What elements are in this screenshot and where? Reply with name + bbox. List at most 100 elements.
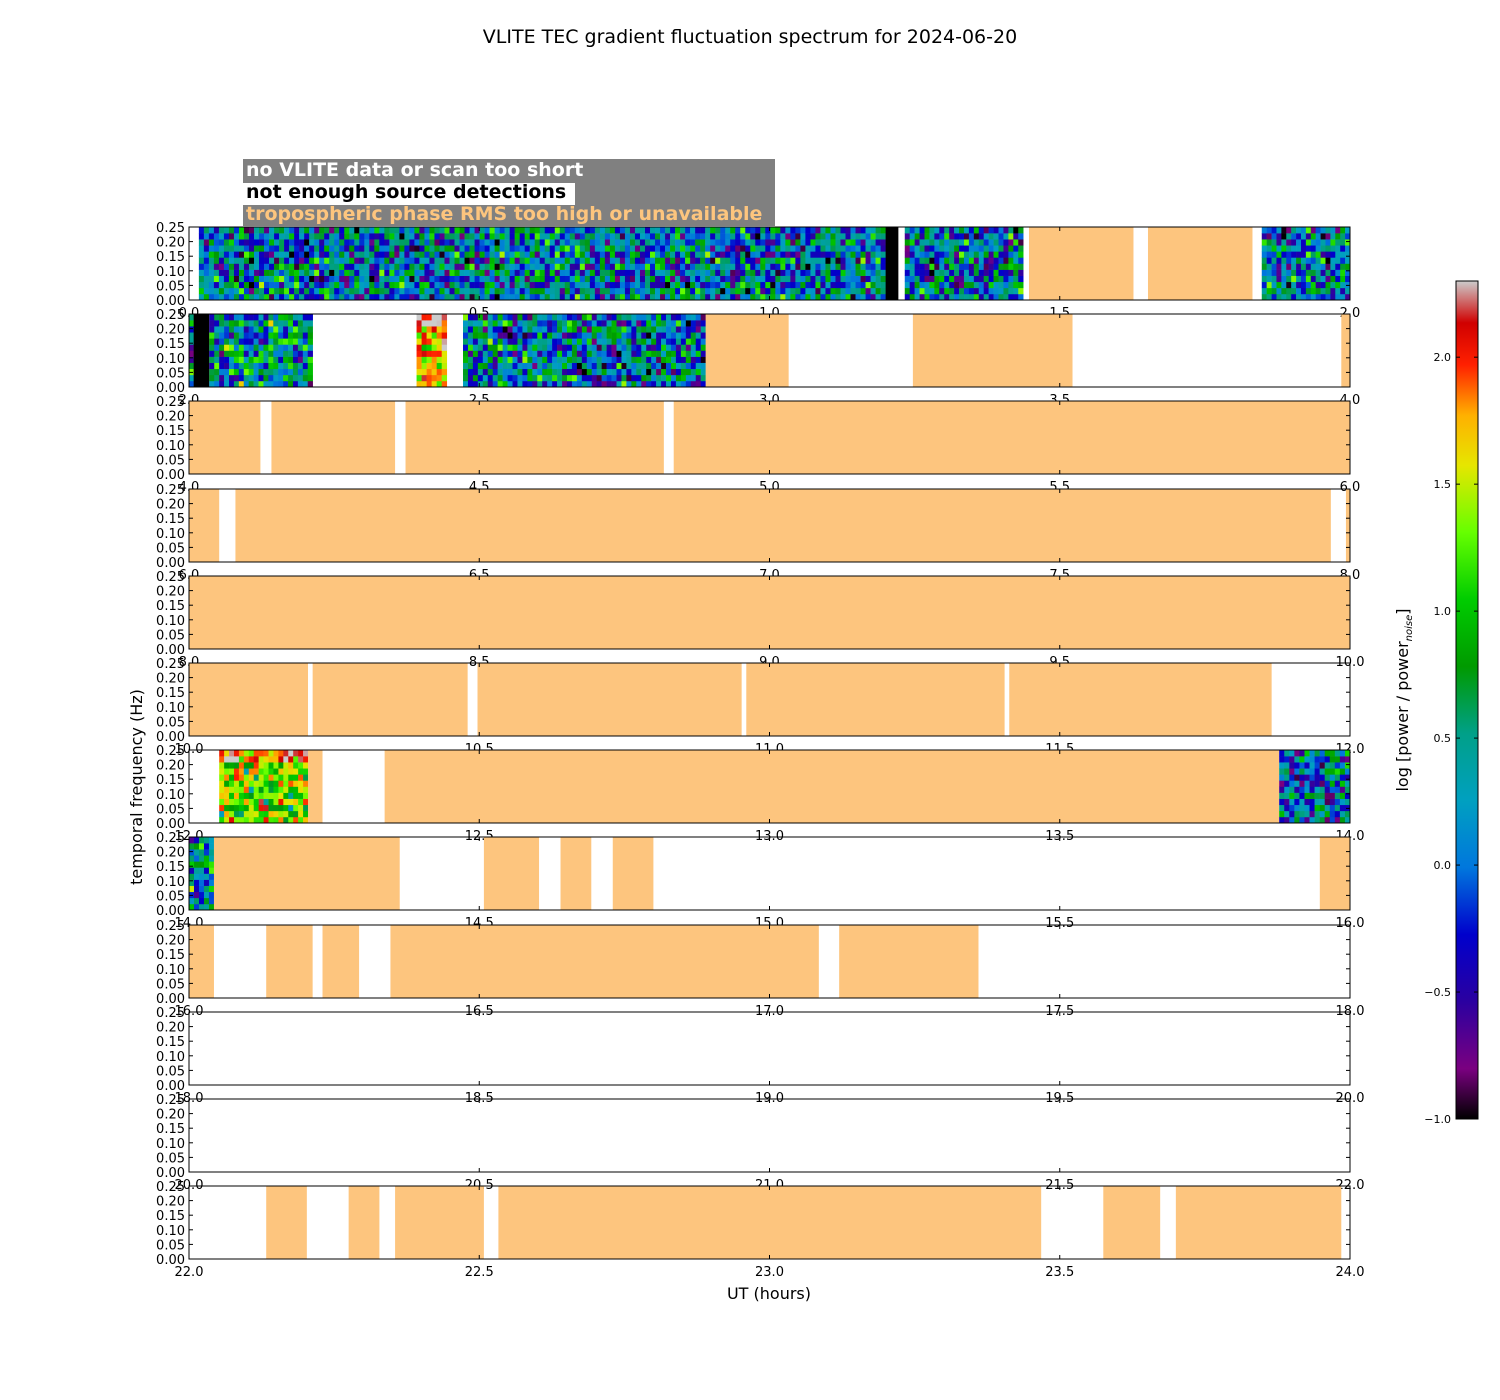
spectrum-cell — [1294, 816, 1300, 824]
spectrum-cell — [268, 804, 274, 812]
spectrum-cell — [494, 257, 500, 264]
spectrum-cell — [294, 239, 300, 246]
spectrum-cell — [224, 786, 230, 793]
spectrum-cell — [224, 350, 230, 357]
spectrum-cell — [650, 263, 656, 270]
spectrum-cell — [1294, 804, 1300, 812]
spectrum-cell — [429, 281, 435, 289]
spectrum-cell — [656, 380, 662, 388]
spectrum-cell — [364, 251, 370, 258]
spectrum-cell — [324, 233, 330, 240]
spectrum-cell — [770, 287, 776, 295]
spectrum-cell — [416, 356, 422, 363]
y-tick-label: 0.15 — [156, 1035, 185, 1050]
spectrum-cell — [243, 380, 249, 388]
spectrum-cell — [735, 257, 741, 264]
spectrum-cell — [998, 245, 1004, 252]
spectrum-cell — [258, 798, 264, 806]
spectrum-cell — [504, 227, 510, 234]
spectrum-cell — [840, 251, 846, 258]
spectrum-cell — [998, 293, 1004, 301]
spectrum-cell — [978, 245, 984, 252]
spectrum-cell — [1329, 786, 1336, 793]
spectrum-cell — [419, 287, 425, 295]
x-tick-label: 23.0 — [755, 1265, 784, 1280]
spectrum-cell — [1314, 774, 1320, 781]
spectrum-cell — [283, 362, 289, 370]
spectrum-cell — [571, 362, 578, 370]
spectrum-cell — [554, 251, 561, 258]
spectrum-cell — [229, 314, 235, 321]
spectrum-cell — [1314, 768, 1320, 775]
spectrum-cell — [666, 344, 672, 351]
spectrum-cell — [651, 350, 657, 357]
spectrum-cell — [865, 293, 871, 301]
spectrum-cell — [1289, 810, 1295, 818]
spectrum-cell — [349, 251, 355, 258]
spectrum-cell — [524, 287, 530, 295]
spectrum-cell — [208, 263, 215, 270]
spectrum-cell — [544, 227, 551, 234]
spectrum-cell — [760, 287, 766, 295]
spectrum-cell — [765, 275, 771, 283]
spectrum-cell — [238, 269, 245, 276]
spectrum-cell — [1279, 810, 1285, 818]
spectrum-cell — [431, 320, 437, 327]
spectrum-cell — [1279, 750, 1285, 757]
spectrum-cell — [494, 263, 500, 270]
spectrum-cell — [820, 257, 826, 264]
spectrum-cell — [198, 861, 205, 868]
spectrum-cell — [554, 287, 561, 295]
spectrum-cell — [219, 326, 225, 333]
spectrum-cell — [670, 344, 677, 351]
spectrum-cell — [690, 362, 697, 370]
spectrum-cell — [1320, 239, 1326, 246]
spectrum-cell — [292, 374, 299, 382]
spectrum-cell — [304, 239, 310, 246]
spectrum-cell — [229, 350, 235, 357]
spectrum-cell — [203, 867, 210, 874]
spectrum-cell — [1261, 245, 1267, 252]
spectrum-cell — [1330, 293, 1336, 301]
spectrum-cell — [419, 281, 425, 289]
spectrum-cell — [273, 338, 279, 345]
spectrum-cell — [223, 257, 230, 264]
spectrum-cell — [444, 257, 450, 264]
spectrum-cell — [929, 233, 935, 240]
spectrum-cell — [339, 245, 345, 252]
spectrum-cell — [1291, 257, 1297, 264]
spectrum-cell — [909, 233, 915, 240]
spectrum-cell — [243, 263, 250, 270]
spectrum-cell — [534, 245, 541, 252]
spectrum-cell — [1013, 287, 1019, 295]
spectrum-cell — [631, 350, 637, 357]
spectrum-cell — [421, 338, 427, 345]
spectrum-cell — [253, 320, 259, 327]
spectrum-cell — [379, 281, 385, 289]
spectrum-cell — [609, 257, 616, 264]
spectrum-cell — [988, 269, 994, 276]
spectrum-cell — [263, 786, 269, 793]
spectrum-cell — [880, 263, 886, 270]
spectrum-cell — [929, 239, 935, 246]
spectrum-cell — [584, 233, 591, 240]
spectrum-cell — [705, 287, 711, 295]
spectrum-cell — [233, 245, 240, 252]
spectrum-cell — [238, 275, 245, 283]
spectrum-cell — [730, 227, 736, 234]
spectrum-cell — [263, 792, 269, 799]
spectrum-cell — [193, 897, 200, 905]
spectrum-cell — [469, 239, 475, 246]
spectrum-cell — [1261, 257, 1267, 264]
spectrum-cell — [474, 269, 480, 276]
spectrum-cell — [258, 314, 264, 321]
spectrum-cell — [765, 245, 771, 252]
spectrum-cell — [624, 287, 631, 295]
spectrum-cell — [566, 344, 573, 351]
spectrum-cell — [589, 287, 596, 295]
panel-6: 0.000.050.100.150.200.2510.010.511.011.5… — [156, 657, 1364, 757]
spectrum-cell — [399, 269, 405, 276]
spectrum-cell — [477, 326, 484, 333]
spectrum-cell — [549, 281, 556, 289]
spectrum-cell — [695, 380, 701, 388]
